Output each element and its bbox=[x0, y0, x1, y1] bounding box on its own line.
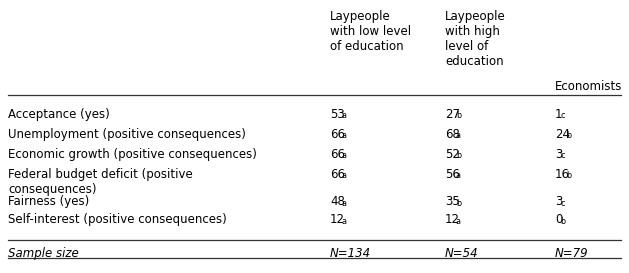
Text: 53: 53 bbox=[330, 108, 345, 121]
Text: 1: 1 bbox=[555, 108, 562, 121]
Text: 3: 3 bbox=[555, 195, 562, 208]
Text: b: b bbox=[566, 132, 571, 141]
Text: N=134: N=134 bbox=[330, 247, 371, 260]
Text: 68: 68 bbox=[445, 128, 460, 141]
Text: Laypeople
with low level
of education: Laypeople with low level of education bbox=[330, 10, 411, 53]
Text: Economic growth (positive consequences): Economic growth (positive consequences) bbox=[8, 148, 257, 161]
Text: 56: 56 bbox=[445, 168, 460, 181]
Text: c: c bbox=[560, 152, 565, 161]
Text: a: a bbox=[456, 132, 461, 141]
Text: b: b bbox=[456, 152, 461, 161]
Text: Unemployment (positive consequences): Unemployment (positive consequences) bbox=[8, 128, 246, 141]
Text: a: a bbox=[341, 111, 346, 120]
Text: a: a bbox=[341, 216, 346, 225]
Text: Self-interest (positive consequences): Self-interest (positive consequences) bbox=[8, 213, 226, 226]
Text: c: c bbox=[560, 198, 565, 207]
Text: a: a bbox=[341, 171, 346, 180]
Text: b: b bbox=[456, 198, 461, 207]
Text: a: a bbox=[341, 152, 346, 161]
Text: b: b bbox=[456, 111, 461, 120]
Text: Fairness (yes): Fairness (yes) bbox=[8, 195, 89, 208]
Text: Laypeople
with high
level of
education: Laypeople with high level of education bbox=[445, 10, 506, 68]
Text: b: b bbox=[566, 171, 571, 180]
Text: 66: 66 bbox=[330, 128, 345, 141]
Text: 0: 0 bbox=[555, 213, 562, 226]
Text: Economists: Economists bbox=[555, 80, 622, 93]
Text: 3: 3 bbox=[555, 148, 562, 161]
Text: N=79: N=79 bbox=[555, 247, 589, 260]
Text: c: c bbox=[560, 111, 565, 120]
Text: 66: 66 bbox=[330, 148, 345, 161]
Text: 66: 66 bbox=[330, 168, 345, 181]
Text: N=54: N=54 bbox=[445, 247, 479, 260]
Text: 12: 12 bbox=[330, 213, 345, 226]
Text: a: a bbox=[341, 132, 346, 141]
Text: 24: 24 bbox=[555, 128, 570, 141]
Text: a: a bbox=[456, 171, 461, 180]
Text: 52: 52 bbox=[445, 148, 460, 161]
Text: 48: 48 bbox=[330, 195, 345, 208]
Text: b: b bbox=[560, 216, 565, 225]
Text: Sample size: Sample size bbox=[8, 247, 79, 260]
Text: 27: 27 bbox=[445, 108, 460, 121]
Text: 12: 12 bbox=[445, 213, 460, 226]
Text: a: a bbox=[341, 198, 346, 207]
Text: 35: 35 bbox=[445, 195, 460, 208]
Text: 16: 16 bbox=[555, 168, 570, 181]
Text: Acceptance (yes): Acceptance (yes) bbox=[8, 108, 109, 121]
Text: a: a bbox=[456, 216, 461, 225]
Text: Federal budget deficit (positive
consequences): Federal budget deficit (positive consequ… bbox=[8, 168, 192, 196]
